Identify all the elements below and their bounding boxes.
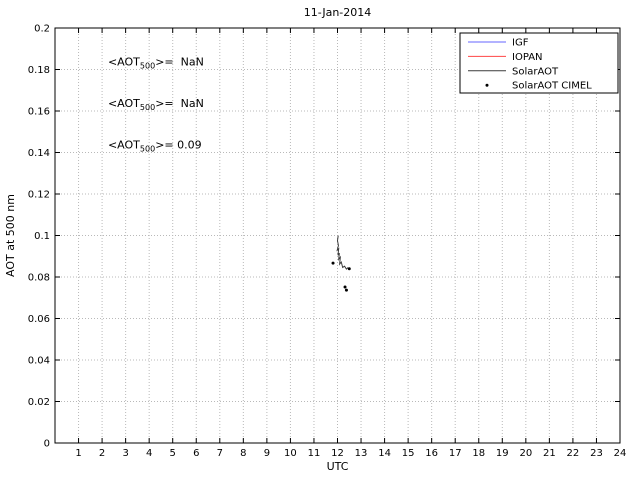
series-line-solaraot: [336, 235, 349, 270]
svg-text:0.16: 0.16: [28, 107, 50, 118]
chart-title: 11-Jan-2014: [304, 6, 372, 19]
svg-text:14: 14: [378, 448, 391, 459]
svg-text:0: 0: [44, 439, 50, 450]
legend-marker-sample: [485, 83, 489, 87]
x-tick-labels: 1 2 3 4 5 6 7 8 9 10 11 12 13 14 15 16 17 18 19 20 21 22 23 24: [75, 448, 626, 459]
svg-text:17: 17: [449, 448, 462, 459]
series-points-solaraot-cimel: [331, 261, 351, 292]
legend-label: IOPAN: [512, 52, 543, 63]
svg-text:12: 12: [331, 448, 344, 459]
svg-text:11: 11: [308, 448, 321, 459]
svg-text:0.12: 0.12: [28, 190, 50, 201]
svg-text:8: 8: [240, 448, 246, 459]
legend-label: SolarAOT: [512, 66, 559, 77]
svg-text:22: 22: [567, 448, 580, 459]
annotation-mean-aot-1: <AOT500>= NaN: [108, 97, 204, 112]
svg-text:13: 13: [355, 448, 368, 459]
gridlines: [55, 28, 620, 443]
svg-text:0.14: 0.14: [28, 148, 50, 159]
svg-text:21: 21: [543, 448, 556, 459]
svg-text:24: 24: [614, 448, 627, 459]
svg-text:16: 16: [425, 448, 438, 459]
legend-label: SolarAOT CIMEL: [512, 81, 592, 92]
y-tick-labels: 0 0.02 0.04 0.06 0.08 0.1 0.12 0.14 0.16 0.18 0.2: [28, 24, 50, 450]
svg-text:18: 18: [472, 448, 485, 459]
legend: IGF IOPAN SolarAOT SolarAOT CIMEL: [459, 32, 619, 94]
svg-text:0.02: 0.02: [28, 397, 50, 408]
svg-text:5: 5: [170, 448, 176, 459]
svg-text:0.2: 0.2: [34, 24, 50, 35]
annotation-mean-aot-0: <AOT500>= NaN: [108, 55, 204, 70]
svg-text:2: 2: [99, 448, 105, 459]
svg-text:15: 15: [402, 448, 415, 459]
svg-text:0.04: 0.04: [28, 356, 50, 367]
legend-box: [459, 32, 619, 94]
svg-text:10: 10: [284, 448, 297, 459]
svg-text:4: 4: [146, 448, 152, 459]
svg-text:0.08: 0.08: [28, 273, 50, 284]
svg-text:0.18: 0.18: [28, 65, 50, 76]
svg-text:1: 1: [75, 448, 81, 459]
annotation-mean-aot-2: <AOT500>= 0.09: [108, 138, 202, 153]
y-axis-label: AOT at 500 nm: [4, 194, 17, 277]
svg-text:9: 9: [264, 448, 270, 459]
svg-text:3: 3: [122, 448, 128, 459]
svg-text:23: 23: [590, 448, 603, 459]
svg-text:0.06: 0.06: [28, 314, 50, 325]
svg-text:7: 7: [217, 448, 223, 459]
x-axis-label: UTC: [327, 460, 349, 473]
svg-text:19: 19: [496, 448, 509, 459]
legend-label: IGF: [512, 38, 529, 49]
svg-text:0.1: 0.1: [34, 231, 50, 242]
svg-text:6: 6: [193, 448, 199, 459]
svg-text:20: 20: [519, 448, 532, 459]
